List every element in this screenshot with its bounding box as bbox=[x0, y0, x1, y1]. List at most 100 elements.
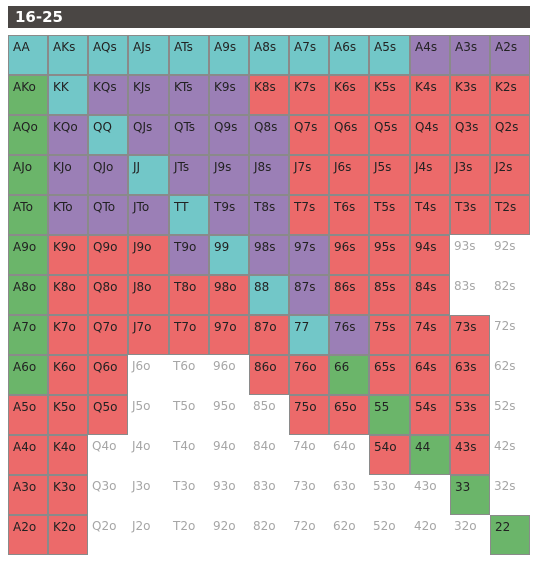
hand-cell-53s: 53s bbox=[450, 395, 490, 435]
hand-cell-65s: 65s bbox=[369, 355, 410, 395]
hand-cell-93s: 93s bbox=[450, 235, 490, 275]
hand-cell-K9s: K9s bbox=[209, 75, 249, 115]
hand-cell-J5o: J5o bbox=[128, 395, 169, 435]
hand-cell-T5o: T5o bbox=[169, 395, 209, 435]
hand-cell-J7s: J7s bbox=[289, 155, 329, 195]
hand-cell-A6o: A6o bbox=[8, 355, 48, 395]
hand-cell-Q4s: Q4s bbox=[410, 115, 450, 155]
hand-cell-T6s: T6s bbox=[329, 195, 369, 235]
hand-cell-Q6s: Q6s bbox=[329, 115, 369, 155]
hand-cell-K9o: K9o bbox=[48, 235, 88, 275]
hand-cell-A2s: A2s bbox=[490, 35, 530, 75]
hand-cell-Q7o: Q7o bbox=[88, 315, 128, 355]
hand-cell-97o: 97o bbox=[209, 315, 249, 355]
hand-cell-63o: 63o bbox=[329, 475, 369, 515]
hand-cell-92o: 92o bbox=[209, 515, 249, 555]
hand-cell-AQo: AQo bbox=[8, 115, 48, 155]
hand-cell-J5s: J5s bbox=[369, 155, 410, 195]
hand-cell-73s: 73s bbox=[450, 315, 490, 355]
hand-cell-JTs: JTs bbox=[169, 155, 209, 195]
hand-cell-Q5s: Q5s bbox=[369, 115, 410, 155]
hand-cell-T2s: T2s bbox=[490, 195, 530, 235]
hand-cell-87s: 87s bbox=[289, 275, 329, 315]
hand-cell-54o: 54o bbox=[369, 435, 410, 475]
hand-cell-T9s: T9s bbox=[209, 195, 249, 235]
hand-cell-ATo: ATo bbox=[8, 195, 48, 235]
hand-cell-84o: 84o bbox=[249, 435, 289, 475]
hand-cell-94o: 94o bbox=[209, 435, 249, 475]
hand-cell-KTo: KTo bbox=[48, 195, 88, 235]
hand-cell-88: 88 bbox=[249, 275, 289, 315]
hand-cell-A5o: A5o bbox=[8, 395, 48, 435]
hand-cell-J6o: J6o bbox=[128, 355, 169, 395]
hand-cell-A7o: A7o bbox=[8, 315, 48, 355]
hand-cell-Q6o: Q6o bbox=[88, 355, 128, 395]
hand-cell-Q8o: Q8o bbox=[88, 275, 128, 315]
hand-cell-A4o: A4o bbox=[8, 435, 48, 475]
hand-cell-K5o: K5o bbox=[48, 395, 88, 435]
hand-cell-83o: 83o bbox=[249, 475, 289, 515]
hand-cell-QTo: QTo bbox=[88, 195, 128, 235]
hand-cell-96s: 96s bbox=[329, 235, 369, 275]
hand-cell-K6s: K6s bbox=[329, 75, 369, 115]
hand-cell-72s: 72s bbox=[490, 315, 530, 355]
hand-cell-97s: 97s bbox=[289, 235, 329, 275]
hand-cell-J8s: J8s bbox=[249, 155, 289, 195]
hand-cell-ATs: ATs bbox=[169, 35, 209, 75]
hand-cell-22: 22 bbox=[490, 515, 530, 555]
hand-cell-A7s: A7s bbox=[289, 35, 329, 75]
hand-cell-77: 77 bbox=[289, 315, 329, 355]
hand-cell-J3s: J3s bbox=[450, 155, 490, 195]
hand-cell-K8s: K8s bbox=[249, 75, 289, 115]
hand-cell-76s: 76s bbox=[329, 315, 369, 355]
hand-cell-92s: 92s bbox=[490, 235, 530, 275]
hand-cell-AA: AA bbox=[8, 35, 48, 75]
hand-cell-66: 66 bbox=[329, 355, 369, 395]
hand-cell-A9s: A9s bbox=[209, 35, 249, 75]
hand-cell-43o: 43o bbox=[410, 475, 450, 515]
hand-cell-98s: 98s bbox=[249, 235, 289, 275]
hand-cell-52o: 52o bbox=[369, 515, 410, 555]
hand-cell-T6o: T6o bbox=[169, 355, 209, 395]
hand-cell-QQ: QQ bbox=[88, 115, 128, 155]
hand-cell-J4o: J4o bbox=[128, 435, 169, 475]
hand-cell-T8s: T8s bbox=[249, 195, 289, 235]
hand-cell-55: 55 bbox=[369, 395, 410, 435]
hand-cell-T3s: T3s bbox=[450, 195, 490, 235]
hand-cell-K5s: K5s bbox=[369, 75, 410, 115]
hand-cell-Q5o: Q5o bbox=[88, 395, 128, 435]
hand-range-grid: AA AKs AQs AJs ATs A9s A8s A7s A6s A5s A4s A3s A2s AK… bbox=[8, 35, 530, 555]
hand-cell-44: 44 bbox=[410, 435, 450, 475]
hand-cell-42s: 42s bbox=[490, 435, 530, 475]
chart-title: 16-25 bbox=[8, 6, 530, 28]
hand-cell-J9o: J9o bbox=[128, 235, 169, 275]
hand-cell-K6o: K6o bbox=[48, 355, 88, 395]
hand-cell-QJo: QJo bbox=[88, 155, 128, 195]
hand-cell-76o: 76o bbox=[289, 355, 329, 395]
hand-cell-AKs: AKs bbox=[48, 35, 88, 75]
hand-cell-T5s: T5s bbox=[369, 195, 410, 235]
hand-cell-62s: 62s bbox=[490, 355, 530, 395]
hand-cell-82o: 82o bbox=[249, 515, 289, 555]
hand-cell-82s: 82s bbox=[490, 275, 530, 315]
hand-cell-AJo: AJo bbox=[8, 155, 48, 195]
hand-cell-74o: 74o bbox=[289, 435, 329, 475]
hand-cell-93o: 93o bbox=[209, 475, 249, 515]
hand-cell-33: 33 bbox=[450, 475, 490, 515]
hand-cell-84s: 84s bbox=[410, 275, 450, 315]
hand-cell-Q7s: Q7s bbox=[289, 115, 329, 155]
hand-cell-Q9s: Q9s bbox=[209, 115, 249, 155]
hand-cell-K3o: K3o bbox=[48, 475, 88, 515]
hand-cell-75o: 75o bbox=[289, 395, 329, 435]
hand-cell-J2s: J2s bbox=[490, 155, 530, 195]
hand-cell-T4s: T4s bbox=[410, 195, 450, 235]
hand-cell-64s: 64s bbox=[410, 355, 450, 395]
hand-cell-42o: 42o bbox=[410, 515, 450, 555]
hand-cell-86o: 86o bbox=[249, 355, 289, 395]
hand-cell-T2o: T2o bbox=[169, 515, 209, 555]
hand-cell-K7o: K7o bbox=[48, 315, 88, 355]
hand-cell-75s: 75s bbox=[369, 315, 410, 355]
hand-cell-96o: 96o bbox=[209, 355, 249, 395]
hand-cell-A4s: A4s bbox=[410, 35, 450, 75]
hand-cell-A6s: A6s bbox=[329, 35, 369, 75]
